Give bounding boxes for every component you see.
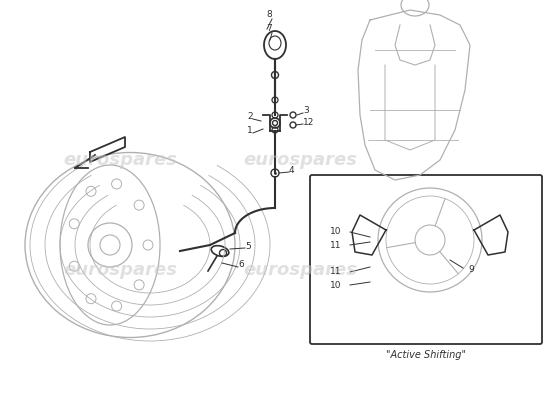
Text: 7: 7 xyxy=(266,24,272,33)
Text: 2: 2 xyxy=(248,112,253,121)
Text: 9: 9 xyxy=(468,266,474,274)
Text: 11: 11 xyxy=(330,268,342,276)
Text: eurospares: eurospares xyxy=(243,151,357,169)
Text: 10: 10 xyxy=(330,228,342,236)
Text: 6: 6 xyxy=(238,260,244,269)
Text: 3: 3 xyxy=(303,106,309,115)
Text: 10: 10 xyxy=(330,280,342,290)
Text: 1: 1 xyxy=(248,126,253,135)
Text: 5: 5 xyxy=(245,242,251,251)
Text: 4: 4 xyxy=(289,166,295,175)
Text: 12: 12 xyxy=(303,118,315,127)
Text: eurospares: eurospares xyxy=(63,261,177,279)
Text: "Active Shifting": "Active Shifting" xyxy=(386,350,466,360)
Circle shape xyxy=(272,120,278,126)
Text: eurospares: eurospares xyxy=(243,261,357,279)
Text: 8: 8 xyxy=(266,10,272,19)
Text: 11: 11 xyxy=(330,240,342,250)
Text: eurospares: eurospares xyxy=(63,151,177,169)
